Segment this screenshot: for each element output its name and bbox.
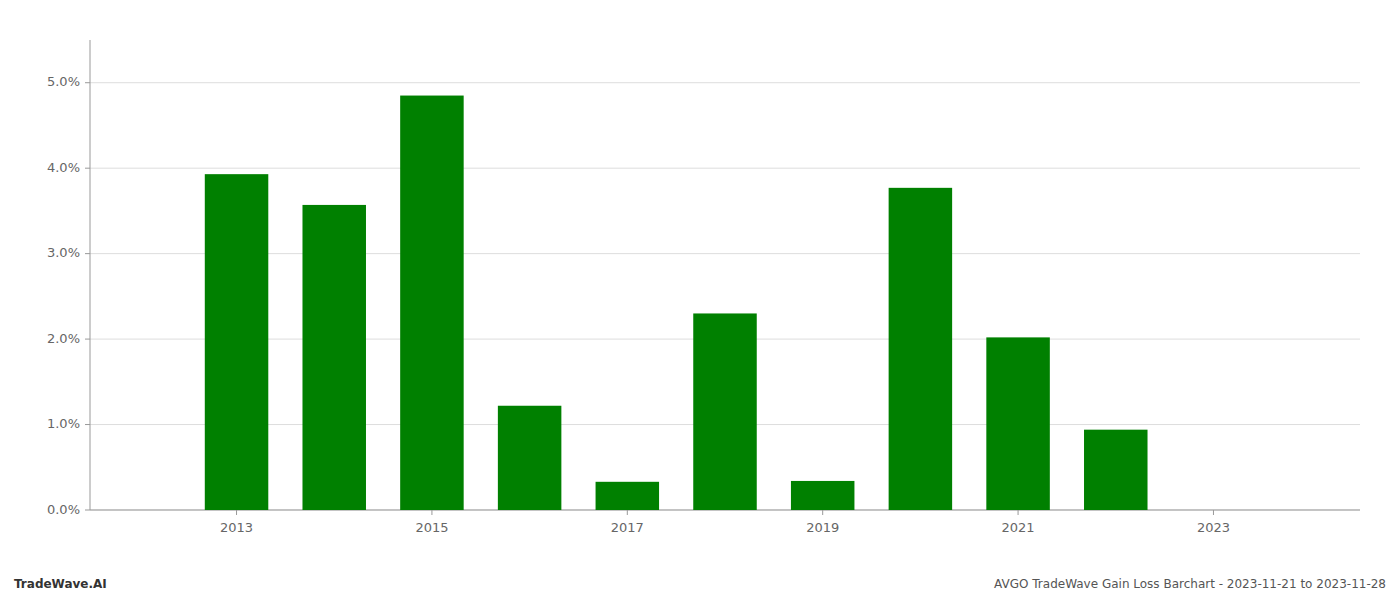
grid-line (90, 253, 1360, 254)
y-tick (85, 510, 90, 511)
y-tick (85, 168, 90, 169)
bar (205, 174, 268, 510)
bar (596, 482, 660, 510)
y-tick-label: 1.0% (47, 416, 80, 431)
bar (1182, 510, 1246, 511)
y-tick (85, 339, 90, 340)
bar (791, 481, 855, 510)
x-tick (236, 510, 237, 515)
bar (889, 188, 953, 510)
x-tick-label: 2017 (611, 520, 644, 535)
footer-right: AVGO TradeWave Gain Loss Barchart - 2023… (994, 577, 1386, 591)
y-tick-label: 2.0% (47, 331, 80, 346)
bar (1084, 430, 1148, 510)
x-tick-label: 2021 (1002, 520, 1035, 535)
x-tick-label: 2023 (1197, 520, 1230, 535)
x-tick (1018, 510, 1019, 515)
y-tick (85, 253, 90, 254)
y-tick (85, 424, 90, 425)
y-axis-line (90, 40, 91, 510)
y-tick-label: 5.0% (47, 74, 80, 89)
grid-line (90, 168, 1360, 169)
grid (90, 83, 1360, 510)
bar (302, 205, 366, 510)
bar (693, 313, 757, 510)
x-tick (1213, 510, 1214, 515)
chart: 0.0% 1.0% 2.0% 3.0% 4.0% 5.0% 2013 2015 2017 2019… (0, 0, 1400, 600)
y-tick-label: 3.0% (47, 245, 80, 260)
x-tick (822, 510, 823, 515)
bars (205, 96, 1148, 510)
axes: 0.0% 1.0% 2.0% 3.0% 4.0% 5.0% 2013 2015 2017 2019… (47, 40, 1360, 535)
y-tick (85, 82, 90, 83)
x-tick-label: 2013 (220, 520, 253, 535)
grid-line (90, 82, 1360, 83)
bar (400, 96, 464, 510)
bar (986, 337, 1050, 510)
x-tick (431, 510, 432, 515)
y-tick-label: 0.0% (47, 502, 80, 517)
footer-left: TradeWave.AI (14, 577, 107, 591)
bar (498, 406, 561, 510)
x-tick (627, 510, 628, 515)
y-tick-label: 4.0% (47, 160, 80, 175)
x-tick-label: 2019 (806, 520, 839, 535)
x-tick-label: 2015 (415, 520, 448, 535)
